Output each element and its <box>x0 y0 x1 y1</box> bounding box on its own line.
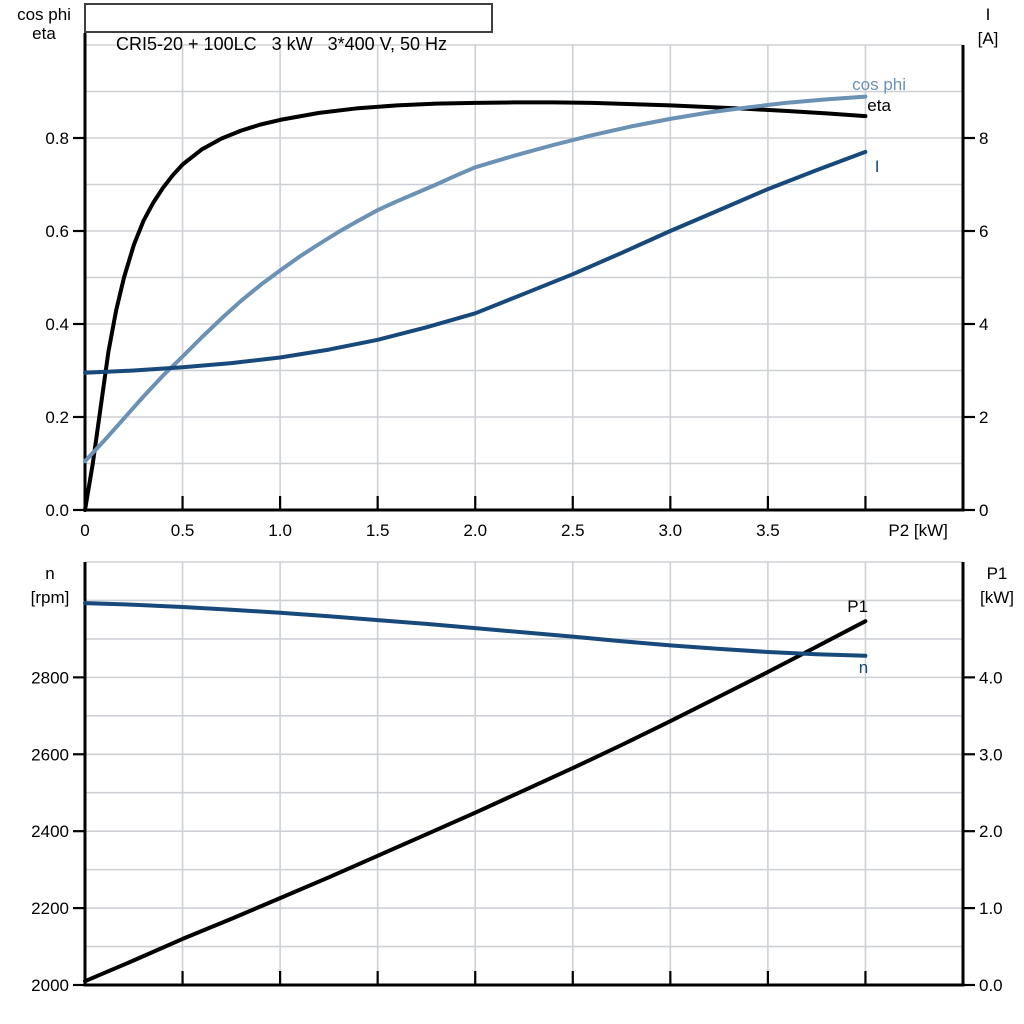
left-tick-label: 2000 <box>31 976 69 995</box>
left-tick-label: 0.6 <box>45 222 69 241</box>
right-tick-label: 0.0 <box>979 976 1003 995</box>
left-tick-label: 0.2 <box>45 408 69 427</box>
series-label-I: I <box>875 157 880 176</box>
series-label-cos-phi: cos phi <box>852 75 906 94</box>
title-box: CRI5-20 + 100LC 3 kW 3*400 V, 50 Hz <box>84 3 493 54</box>
left-axis-header: eta <box>32 24 56 43</box>
right-axis-header: I <box>986 5 991 24</box>
x-tick-label: 3.0 <box>659 521 683 540</box>
series-eta <box>83 100 868 512</box>
left-tick-label: 0.4 <box>45 315 69 334</box>
left-axis-header: [rpm] <box>31 588 70 607</box>
right-tick-label: 2 <box>979 408 988 427</box>
right-tick-label: 8 <box>979 129 988 148</box>
series-n <box>83 601 868 658</box>
title-text: CRI5-20 + 100LC 3 kW 3*400 V, 50 Hz <box>116 34 448 54</box>
left-tick-label: 2800 <box>31 668 69 687</box>
x-tick-label: 2.5 <box>561 521 585 540</box>
x-tick-label: 3.5 <box>756 521 780 540</box>
series-I <box>83 149 868 375</box>
right-axis-header: [A] <box>978 29 999 48</box>
x-tick-label: 1.5 <box>366 521 390 540</box>
x-axis-title: P2 [kW] <box>888 521 948 540</box>
x-tick-label: 0 <box>80 521 89 540</box>
left-tick-label: 2600 <box>31 745 69 764</box>
right-axis-header: [kW] <box>980 588 1014 607</box>
series-cos-phi <box>83 94 868 464</box>
series-label-n: n <box>859 658 868 677</box>
right-tick-label: 6 <box>979 222 988 241</box>
series-P1 <box>83 619 868 984</box>
right-tick-label: 4 <box>979 315 988 334</box>
series-label-P1: P1 <box>847 597 868 616</box>
left-axis-header: n <box>45 564 54 583</box>
right-tick-label: 4.0 <box>979 668 1003 687</box>
right-tick-label: 2.0 <box>979 822 1003 841</box>
left-tick-label: 2200 <box>31 899 69 918</box>
x-tick-label: 0.5 <box>171 521 195 540</box>
left-axis-header: cos phi <box>17 5 71 24</box>
right-tick-label: 0 <box>979 501 988 520</box>
right-tick-label: 1.0 <box>979 899 1003 918</box>
left-tick-label: 2400 <box>31 822 69 841</box>
left-tick-label: 0.0 <box>45 501 69 520</box>
x-tick-label: 2.0 <box>463 521 487 540</box>
right-tick-label: 3.0 <box>979 745 1003 764</box>
series-label-eta: eta <box>867 96 891 115</box>
left-tick-label: 0.8 <box>45 129 69 148</box>
right-axis-header: P1 <box>987 564 1008 583</box>
x-tick-label: 1.0 <box>268 521 292 540</box>
